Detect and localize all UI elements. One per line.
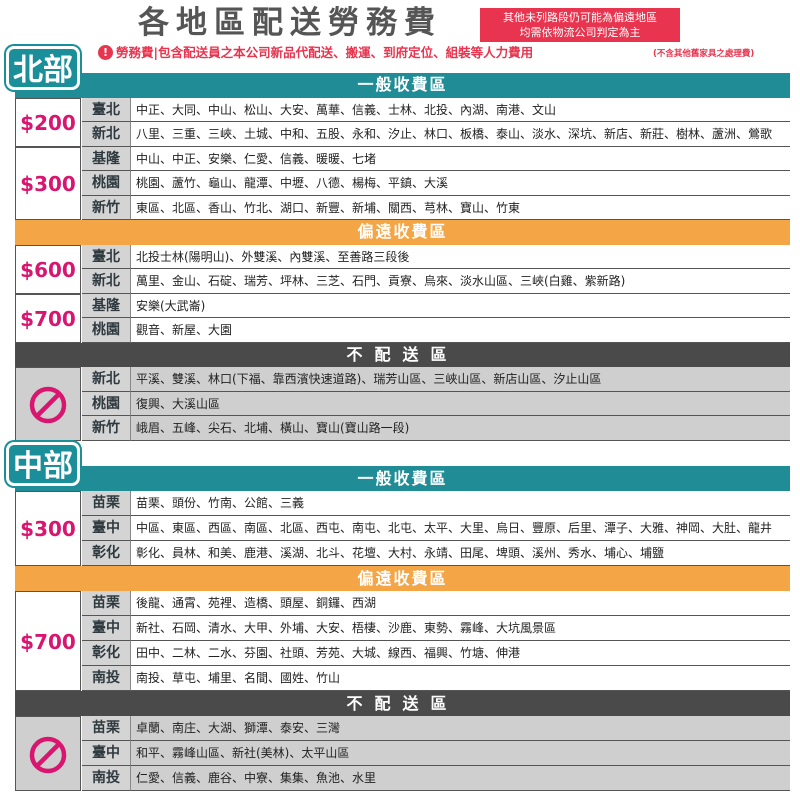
price-cell: $200 <box>15 97 81 147</box>
region-cell: 南投 <box>82 766 130 791</box>
no-delivery-cell <box>15 716 81 791</box>
area-cell: 田中、二林、二水、芬園、社頭、芳苑、大城、線西、福興、竹塘、伸港 <box>130 641 790 666</box>
price-cell: $700 <box>15 293 81 343</box>
area-cell: 彰化、員林、和美、鹿港、溪湖、北斗、花壇、大村、永靖、田尾、埤頭、溪州、秀水、埔… <box>130 541 790 566</box>
no-delivery-icon <box>29 386 67 423</box>
area-cell: 仁愛、信義、鹿谷、中寮、集集、魚池、水里 <box>130 766 790 791</box>
region-cell: 苗栗 <box>82 491 130 516</box>
zone-header: 偏遠收費區 <box>15 566 790 591</box>
area-cell: 北投士林(陽明山)、外雙溪、內雙溪、至善路三段後 <box>130 244 790 269</box>
section-label: 中部 <box>6 442 80 486</box>
region-cell: 彰化 <box>82 641 130 666</box>
region-cell: 臺中 <box>82 516 130 541</box>
zone-header: 不配送區 <box>15 342 790 367</box>
zone-header: 不配送區 <box>15 691 790 716</box>
region-cell: 桃園 <box>82 318 130 343</box>
area-cell: 苗栗、頭份、竹南、公館、三義 <box>130 491 790 516</box>
note-line: 其他未列路段仍可能為偏遠地區 <box>503 11 657 24</box>
price-cell: $600 <box>15 244 81 294</box>
area-cell: 平溪、雙溪、林口(下福、靠西濱快速道路)、瑞芳山區、三峽山區、新店山區、汐止山區 <box>130 367 790 392</box>
area-cell: 峨眉、五峰、尖石、北埔、橫山、寶山(寶山路一段) <box>130 416 790 441</box>
area-cell: 中山、中正、安樂、仁愛、信義、暖暖、七堵 <box>130 146 790 171</box>
region-cell: 新北 <box>82 122 130 147</box>
region-cell: 彰化 <box>82 541 130 566</box>
alert-icon: ! <box>98 45 113 60</box>
region-cell: 桃園 <box>82 391 130 416</box>
region-cell: 桃園 <box>82 171 130 196</box>
area-cell: 觀音、新屋、大園 <box>130 318 790 343</box>
region-cell: 基隆 <box>82 293 130 318</box>
zone-header: 一般收費區 <box>15 466 790 491</box>
area-cell: 安樂(大武崙) <box>130 293 790 318</box>
area-cell: 新社、石岡、清水、大甲、外埔、大安、梧棲、沙鹿、東勢、霧峰、大坑風景區 <box>130 616 790 641</box>
region-cell: 新北 <box>82 269 130 294</box>
section-label: 北部 <box>6 46 80 90</box>
region-cell: 南投 <box>82 666 130 691</box>
region-cell: 臺北 <box>82 244 130 269</box>
subtitle-note: (不含其他舊家具之處理費) <box>653 49 755 59</box>
area-cell: 復興、大溪山區 <box>130 391 790 416</box>
area-cell: 卓蘭、南庄、大湖、獅潭、泰安、三灣 <box>130 716 790 741</box>
region-cell: 臺北 <box>82 97 130 122</box>
note-line: 均需依物流公司判定為主 <box>519 26 641 39</box>
region-cell: 新竹 <box>82 416 130 441</box>
note-box: 其他未列路段仍可能為偏遠地區 均需依物流公司判定為主 <box>480 8 680 42</box>
no-delivery-icon <box>29 736 67 773</box>
area-cell: 南投、草屯、埔里、名間、國姓、竹山 <box>130 666 790 691</box>
area-cell: 桃園、蘆竹、龜山、龍潭、中壢、八德、楊梅、平鎮、大溪 <box>130 171 790 196</box>
region-cell: 基隆 <box>82 146 130 171</box>
area-cell: 八里、三重、三峽、土城、中和、五股、永和、汐止、林口、板橋、泰山、淡水、深坑、新… <box>130 122 790 147</box>
price-cell: $700 <box>15 591 81 691</box>
region-cell: 苗栗 <box>82 716 130 741</box>
price-cell: $300 <box>15 491 81 566</box>
area-cell: 和平、霧峰山區、新社(美林)、太平山區 <box>130 741 790 766</box>
region-cell: 新北 <box>82 367 130 392</box>
area-cell: 萬里、金山、石碇、瑞芳、坪林、三芝、石門、貢寮、烏來、淡水山區、三峽(白雞、紫新… <box>130 269 790 294</box>
subtitle: 勞務費|包含配送員之本公司新品代配送、搬運、到府定位、組裝等人力費用 <box>116 45 534 60</box>
area-cell: 後龍、通霄、苑裡、造橋、頭屋、銅鑼、西湖 <box>130 591 790 616</box>
price-cell: $300 <box>15 146 81 220</box>
area-cell: 中區、東區、西區、南區、北區、西屯、南屯、北屯、太平、大里、烏日、豐原、后里、潭… <box>130 516 790 541</box>
zone-header: 一般收費區 <box>15 73 790 98</box>
zone-header: 偏遠收費區 <box>15 220 790 245</box>
region-cell: 臺中 <box>82 741 130 766</box>
region-cell: 苗栗 <box>82 591 130 616</box>
region-cell: 新竹 <box>82 195 130 220</box>
no-delivery-cell <box>15 367 81 441</box>
region-cell: 臺中 <box>82 616 130 641</box>
area-cell: 東區、北區、香山、竹北、湖口、新豐、新埔、關西、芎林、寶山、竹東 <box>130 195 790 220</box>
title: 各地區配送勞務費 <box>138 5 442 41</box>
area-cell: 中正、大同、中山、松山、大安、萬華、信義、士林、北投、內湖、南港、文山 <box>130 97 790 122</box>
